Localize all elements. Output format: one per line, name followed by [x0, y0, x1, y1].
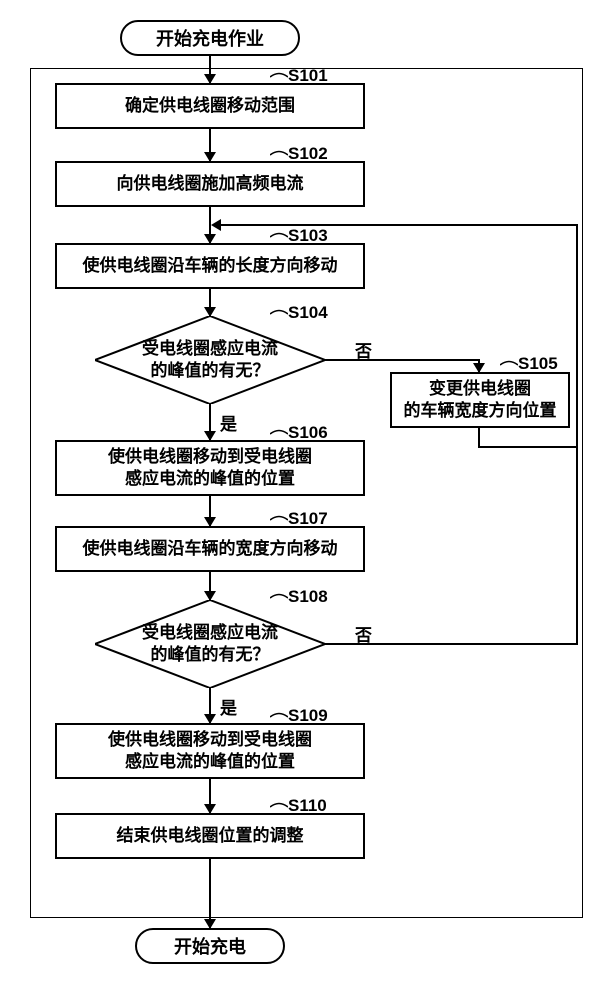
arrow-icon — [204, 431, 216, 441]
arrow-icon — [204, 307, 216, 317]
arrow-icon — [204, 591, 216, 601]
label-s108: S108 — [270, 587, 328, 607]
edge — [478, 446, 578, 448]
label-s102: S102 — [270, 144, 328, 164]
arrow-icon — [204, 234, 216, 244]
node-start: 开始充电作业 — [120, 20, 300, 56]
node-s102: 向供电线圈施加高频电流 — [55, 161, 365, 207]
node-s109: 使供电线圈移动到受电线圈 感应电流的峰值的位置 — [55, 723, 365, 779]
arrow-icon — [204, 152, 216, 162]
arrow-icon — [204, 919, 216, 929]
edge-s104-yes: 是 — [220, 410, 237, 435]
label-s101: S101 — [270, 66, 328, 86]
node-s109-text: 使供电线圈移动到受电线圈 感应电流的峰值的位置 — [108, 729, 312, 773]
node-s102-text: 向供电线圈施加高频电流 — [117, 173, 304, 195]
edge — [220, 224, 578, 226]
node-s101-text: 确定供电线圈移动范围 — [125, 95, 295, 117]
label-s109: S109 — [270, 706, 328, 726]
arrow-icon — [211, 219, 221, 231]
label-s103: S103 — [270, 226, 328, 246]
edge — [576, 224, 578, 448]
edge — [325, 643, 578, 645]
node-end-text: 开始充电 — [174, 933, 246, 959]
node-s104: 受电线圈感应电流 的峰值的有无？ — [95, 316, 325, 404]
label-s105: S105 — [500, 354, 558, 374]
node-s103: 使供电线圈沿车辆的长度方向移动 — [55, 243, 365, 289]
node-start-text: 开始充电作业 — [156, 25, 264, 51]
arrow-icon — [473, 363, 485, 373]
node-s101: 确定供电线圈移动范围 — [55, 83, 365, 129]
node-s106-text: 使供电线圈移动到受电线圈 感应电流的峰值的位置 — [108, 446, 312, 490]
label-s104: S104 — [270, 303, 328, 323]
node-s105-text: 变更供电线圈 的车辆宽度方向位置 — [404, 378, 557, 422]
edge — [576, 446, 578, 645]
node-s110: 结束供电线圈位置的调整 — [55, 813, 365, 859]
node-s106: 使供电线圈移动到受电线圈 感应电流的峰值的位置 — [55, 440, 365, 496]
node-s105: 变更供电线圈 的车辆宽度方向位置 — [390, 372, 570, 428]
node-end: 开始充电 — [135, 928, 285, 964]
edge — [478, 428, 480, 448]
node-s107-text: 使供电线圈沿车辆的宽度方向移动 — [83, 538, 338, 560]
label-s106: S106 — [270, 423, 328, 443]
node-s103-text: 使供电线圈沿车辆的长度方向移动 — [83, 255, 338, 277]
edge-s108-yes: 是 — [220, 694, 237, 719]
node-s108-text: 受电线圈感应电流 的峰值的有无？ — [95, 622, 325, 666]
node-s110-text: 结束供电线圈位置的调整 — [117, 825, 304, 847]
node-s107: 使供电线圈沿车辆的宽度方向移动 — [55, 526, 365, 572]
label-s110: S110 — [270, 796, 327, 816]
arrow-icon — [204, 714, 216, 724]
flowchart-container: 开始充电作业 开始充电 确定供电线圈移动范围 向供电线圈施加高频电流 使供电线圈… — [10, 20, 603, 980]
edge — [325, 359, 480, 361]
arrow-icon — [204, 517, 216, 527]
arrow-icon — [204, 804, 216, 814]
arrow-icon — [204, 74, 216, 84]
label-s107: S107 — [270, 509, 328, 529]
edge — [209, 859, 211, 928]
node-s108: 受电线圈感应电流 的峰值的有无？ — [95, 600, 325, 688]
node-s104-text: 受电线圈感应电流 的峰值的有无？ — [95, 338, 325, 382]
